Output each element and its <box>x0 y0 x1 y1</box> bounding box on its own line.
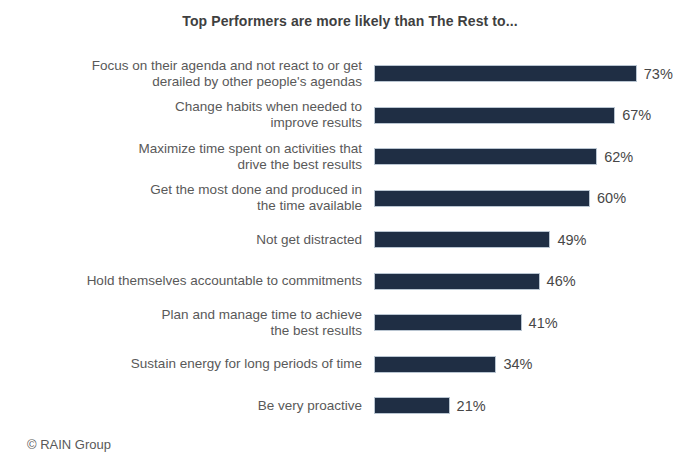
category-label: Sustain energy for long periods of time <box>0 356 374 372</box>
value-label: 60% <box>597 190 626 206</box>
value-label: 49% <box>557 232 586 248</box>
chart-row: Maximize time spent on activities thatdr… <box>0 136 700 178</box>
value-label: 21% <box>457 398 486 414</box>
copyright-text: © RAIN Group <box>27 437 111 452</box>
bar-track: 60% <box>374 190 700 207</box>
category-label: Get the most done and produced inthe tim… <box>0 182 374 214</box>
bar <box>374 148 597 165</box>
bar-track: 34% <box>374 356 700 373</box>
bar <box>374 65 637 82</box>
value-label: 41% <box>529 315 558 331</box>
chart-row: Focus on their agenda and not react to o… <box>0 53 700 95</box>
bar <box>374 190 590 207</box>
value-label: 73% <box>644 66 673 82</box>
bar-chart: Focus on their agenda and not react to o… <box>0 53 700 427</box>
bar <box>374 356 496 373</box>
bar-track: 41% <box>374 314 700 331</box>
chart-row: Plan and manage time to achievethe best … <box>0 302 700 344</box>
category-label: Not get distracted <box>0 232 374 248</box>
chart-row: Not get distracted 49% <box>0 219 700 261</box>
category-label: Maximize time spent on activities thatdr… <box>0 141 374 173</box>
category-label: Change habits when needed toimprove resu… <box>0 99 374 131</box>
bar <box>374 273 540 290</box>
bar-track: 21% <box>374 397 700 414</box>
value-label: 67% <box>622 107 651 123</box>
chart-row: Be very proactive 21% <box>0 385 700 427</box>
bar-track: 49% <box>374 231 700 248</box>
chart-row: Change habits when needed toimprove resu… <box>0 95 700 137</box>
bar <box>374 397 450 414</box>
category-label: Be very proactive <box>0 398 374 414</box>
bar <box>374 231 550 248</box>
category-label: Focus on their agenda and not react to o… <box>0 58 374 90</box>
category-label: Plan and manage time to achievethe best … <box>0 307 374 339</box>
chart-row: Get the most done and produced inthe tim… <box>0 178 700 220</box>
bar <box>374 314 522 331</box>
value-label: 46% <box>547 273 576 289</box>
bar-track: 67% <box>374 107 700 124</box>
chart-title: Top Performers are more likely than The … <box>0 13 700 29</box>
value-label: 62% <box>604 149 633 165</box>
chart-row: Sustain energy for long periods of time 3… <box>0 344 700 386</box>
chart-canvas: Top Performers are more likely than The … <box>0 0 700 475</box>
bar <box>374 107 615 124</box>
bar-track: 46% <box>374 273 700 290</box>
bar-track: 62% <box>374 148 700 165</box>
category-label: Hold themselves accountable to commitmen… <box>0 273 374 289</box>
chart-row: Hold themselves accountable to commitmen… <box>0 261 700 303</box>
value-label: 34% <box>503 356 532 372</box>
bar-track: 73% <box>374 65 700 82</box>
